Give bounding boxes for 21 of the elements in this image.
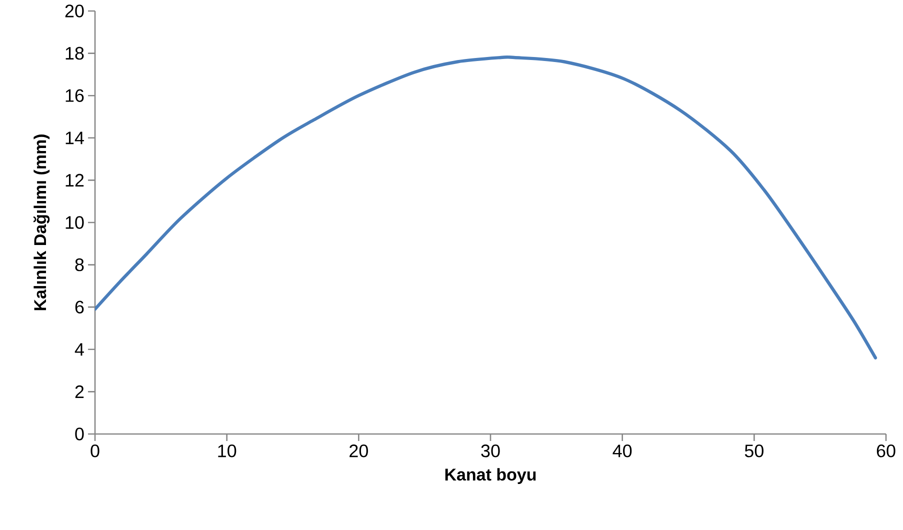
x-axis-title: Kanat boyu bbox=[445, 468, 536, 484]
y-tick-label: 10 bbox=[66, 216, 84, 229]
y-axis-title: Kalınlık Dağılımı (mm) bbox=[33, 134, 50, 310]
y-tick-label: 0 bbox=[75, 428, 84, 440]
x-tick-label: 0 bbox=[90, 444, 100, 458]
y-tick-label: 6 bbox=[75, 300, 84, 314]
x-tick-label: 50 bbox=[744, 444, 764, 458]
y-tick-label: 20 bbox=[65, 4, 84, 18]
x-tick-label: 20 bbox=[350, 444, 368, 458]
x-tick-label: 40 bbox=[612, 444, 632, 458]
y-tick-label: 14 bbox=[66, 132, 84, 144]
x-tick-label: 10 bbox=[218, 444, 236, 458]
x-tick-label: 60 bbox=[876, 444, 896, 458]
y-tick-label: 2 bbox=[75, 385, 84, 398]
line-series bbox=[95, 56, 878, 360]
y-tick-label: 18 bbox=[66, 46, 84, 60]
y-tick-label: 8 bbox=[75, 258, 84, 272]
y-tick-label: 12 bbox=[66, 174, 84, 186]
x-tick-label: 30 bbox=[481, 444, 500, 458]
y-tick-label: 16 bbox=[66, 89, 84, 102]
y-tick-label: 4 bbox=[74, 343, 84, 356]
